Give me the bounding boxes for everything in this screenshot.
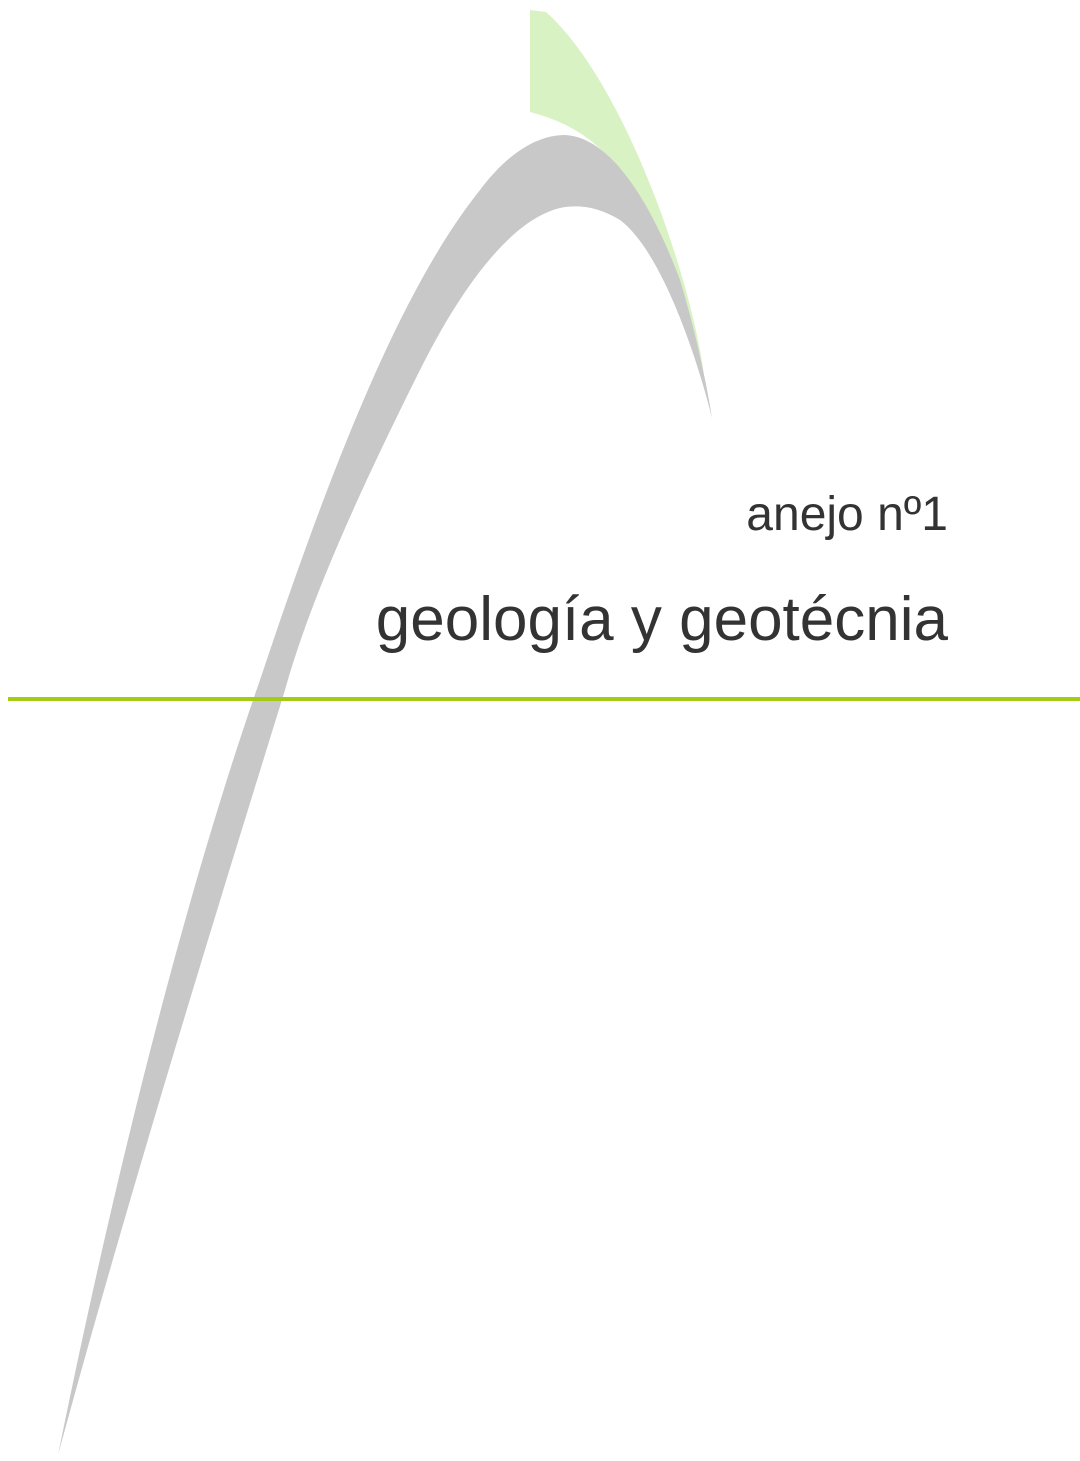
gray-arc [58, 135, 712, 1455]
annex-label: anejo nº1 [746, 488, 948, 541]
page: {"header": {"annex": "anejo nº1", "title… [0, 0, 1080, 1461]
document-title: geología y geotécnia [376, 585, 949, 654]
cover: anejo nº1 geología y geotécnia [0, 0, 1080, 1461]
divider-line [8, 697, 1080, 701]
